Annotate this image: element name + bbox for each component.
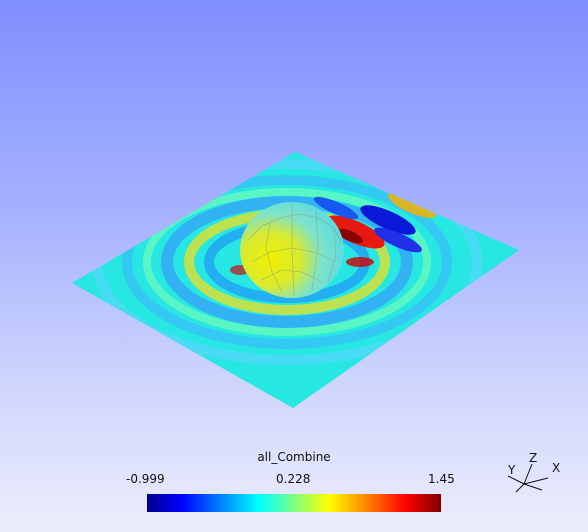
axis-x-label: X	[552, 461, 560, 475]
colorbar-title: all_Combine	[257, 450, 331, 464]
colorbar-min-label: -0.999	[126, 472, 165, 486]
sphere	[240, 202, 344, 298]
colorbar	[147, 494, 441, 512]
orientation-axes-icon: Z Y X	[507, 451, 560, 493]
axis-y-label: Y	[507, 463, 516, 477]
colorbar-mid-label: 0.228	[276, 472, 311, 486]
colorbar-max-label: 1.45	[428, 472, 455, 486]
axis-z-label: Z	[529, 451, 537, 465]
